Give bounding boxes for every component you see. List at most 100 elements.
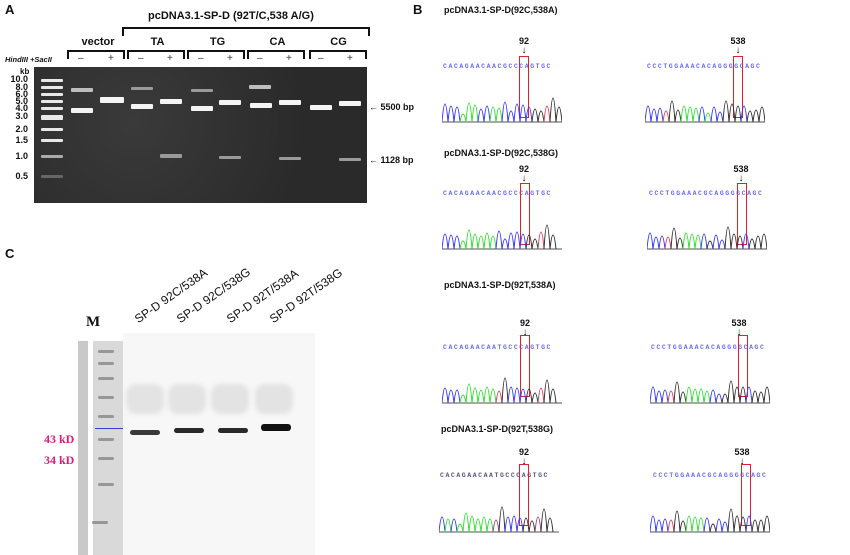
sequence-text: CCCTGGAAACACAGGGGCAGC bbox=[651, 344, 766, 351]
protein-band bbox=[218, 428, 248, 433]
sequence-text: CCCTGGAAACACAGGGGCAGC bbox=[647, 63, 762, 70]
ladder-band bbox=[41, 86, 63, 89]
ladder-band bbox=[41, 139, 63, 142]
nonspecific-smear bbox=[126, 384, 164, 414]
sequence-text: CACAGAACAATGCCCAGTGC bbox=[440, 472, 550, 479]
down-arrow-icon: ↓ bbox=[522, 327, 528, 338]
gel-band bbox=[250, 103, 272, 108]
gel-band bbox=[279, 157, 301, 160]
plus-vector: + bbox=[108, 53, 114, 64]
kb-1-5: 1.5 bbox=[15, 135, 28, 145]
construct-title: pcDNA3.1-SP-D (92T/C,538 A/G) bbox=[148, 10, 314, 22]
position-92-label: 92 bbox=[518, 447, 529, 457]
chromatogram bbox=[442, 377, 562, 404]
bracket-ta bbox=[127, 50, 185, 59]
marker-label: M bbox=[86, 314, 101, 330]
lane-label-1: SP-D 92C/538A bbox=[131, 265, 210, 326]
minus-vector: – bbox=[78, 53, 84, 64]
position-538-label: 538 bbox=[731, 318, 747, 328]
ladder-band bbox=[41, 100, 63, 103]
gel-band bbox=[160, 99, 182, 104]
group-label-tg: TG bbox=[209, 36, 226, 48]
minus-ta: – bbox=[138, 53, 144, 64]
chromatogram bbox=[645, 100, 765, 123]
marker-5500bp: ← 5500 bp bbox=[369, 102, 415, 112]
gel-band bbox=[71, 88, 93, 92]
marker-1128bp: ← 1128 bp bbox=[369, 155, 414, 165]
kb-0-5: 0.5 bbox=[15, 171, 28, 181]
ladder-band bbox=[41, 93, 63, 96]
kd-43-label: 43 kD bbox=[44, 432, 75, 446]
marker-band bbox=[98, 438, 114, 441]
down-arrow-icon: ↓ bbox=[521, 45, 527, 56]
gel-band bbox=[219, 100, 241, 105]
protein-band bbox=[174, 428, 204, 433]
chromatogram bbox=[439, 506, 559, 533]
reference-line bbox=[95, 428, 123, 429]
nonspecific-smear bbox=[211, 384, 249, 414]
down-arrow-icon: ↓ bbox=[739, 456, 745, 467]
gel-band bbox=[249, 85, 271, 89]
enzyme-label: HindIII +SacII bbox=[5, 55, 52, 64]
agarose-gel bbox=[34, 67, 367, 203]
bracket-tg bbox=[187, 50, 245, 59]
group-label-ta: TA bbox=[150, 36, 165, 48]
position-538-label: 538 bbox=[730, 36, 746, 46]
ladder-band bbox=[41, 155, 63, 158]
gel-band bbox=[339, 158, 361, 161]
gel-band bbox=[191, 89, 213, 92]
highlight-box bbox=[520, 183, 530, 245]
chromatogram bbox=[650, 508, 770, 533]
marker-band bbox=[98, 483, 114, 486]
construct-title-1: pcDNA3.1-SP-D(92C,538A) bbox=[444, 5, 558, 15]
position-92-label: 92 bbox=[518, 36, 529, 46]
bracket-cg bbox=[309, 50, 367, 59]
construct-bracket bbox=[122, 27, 370, 36]
marker-band bbox=[92, 521, 108, 524]
gel-band bbox=[279, 100, 301, 105]
marker-band bbox=[98, 457, 114, 460]
western-blot bbox=[123, 333, 315, 555]
down-arrow-icon: ↓ bbox=[521, 456, 527, 467]
panel-b-letter: B bbox=[413, 2, 423, 17]
kd-34-label: 34 kD bbox=[44, 453, 75, 467]
highlight-box bbox=[741, 464, 751, 526]
sequence-text: CACAGAACAACGCCCAGTGC bbox=[443, 190, 553, 197]
sequence-text: CCCTGGAAACGCAGGGGCAGC bbox=[653, 472, 768, 479]
kb-6: 6.0 bbox=[15, 89, 28, 99]
minus-ca: – bbox=[257, 53, 263, 64]
position-92-label: 92 bbox=[518, 164, 529, 174]
gel-band bbox=[219, 156, 241, 159]
bracket-vector bbox=[67, 50, 125, 59]
group-label-ca: CA bbox=[269, 36, 286, 48]
ladder-band bbox=[41, 107, 63, 110]
highlight-box bbox=[519, 56, 529, 118]
gel-band bbox=[191, 106, 213, 111]
minus-tg: – bbox=[198, 53, 204, 64]
marker-band bbox=[98, 377, 114, 380]
highlight-box bbox=[733, 56, 743, 118]
sequence-text: CACAGAACAATGCCCAGTGC bbox=[443, 344, 553, 351]
down-arrow-icon: ↓ bbox=[736, 327, 742, 338]
position-538-label: 538 bbox=[734, 447, 750, 457]
construct-title-3: pcDNA3.1-SP-D(92T,538A) bbox=[444, 280, 556, 290]
plus-ca: + bbox=[286, 53, 292, 64]
highlight-box bbox=[738, 335, 748, 397]
marker-band bbox=[98, 396, 114, 399]
minus-cg: – bbox=[318, 53, 324, 64]
ladder-band bbox=[41, 115, 63, 120]
kb-8: 8.0 bbox=[15, 82, 28, 92]
chromatogram bbox=[647, 226, 767, 250]
protein-band bbox=[130, 430, 160, 435]
marker-band bbox=[98, 415, 114, 418]
ladder-band bbox=[41, 79, 63, 82]
gel-band bbox=[71, 108, 93, 113]
sequence-text: CACAGAACAACGCCCAGTGC bbox=[443, 63, 553, 70]
marker-band bbox=[98, 350, 114, 353]
position-538-label: 538 bbox=[733, 164, 749, 174]
plus-ta: + bbox=[167, 53, 173, 64]
down-arrow-icon: ↓ bbox=[735, 45, 741, 56]
kb-1: 1.0 bbox=[15, 151, 28, 161]
kb-3: 3.0 bbox=[15, 111, 28, 121]
plus-cg: + bbox=[347, 53, 353, 64]
